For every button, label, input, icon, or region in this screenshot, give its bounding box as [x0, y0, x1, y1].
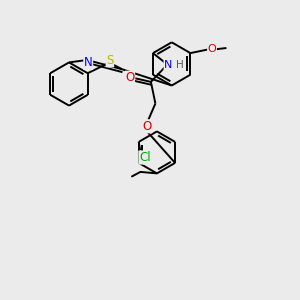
Text: O: O [125, 71, 134, 84]
Text: H: H [176, 60, 184, 70]
Text: N: N [164, 60, 172, 70]
Text: O: O [143, 120, 152, 133]
Text: S: S [106, 54, 114, 67]
Text: N: N [84, 56, 93, 70]
Text: O: O [208, 44, 216, 55]
Text: Cl: Cl [139, 151, 151, 164]
